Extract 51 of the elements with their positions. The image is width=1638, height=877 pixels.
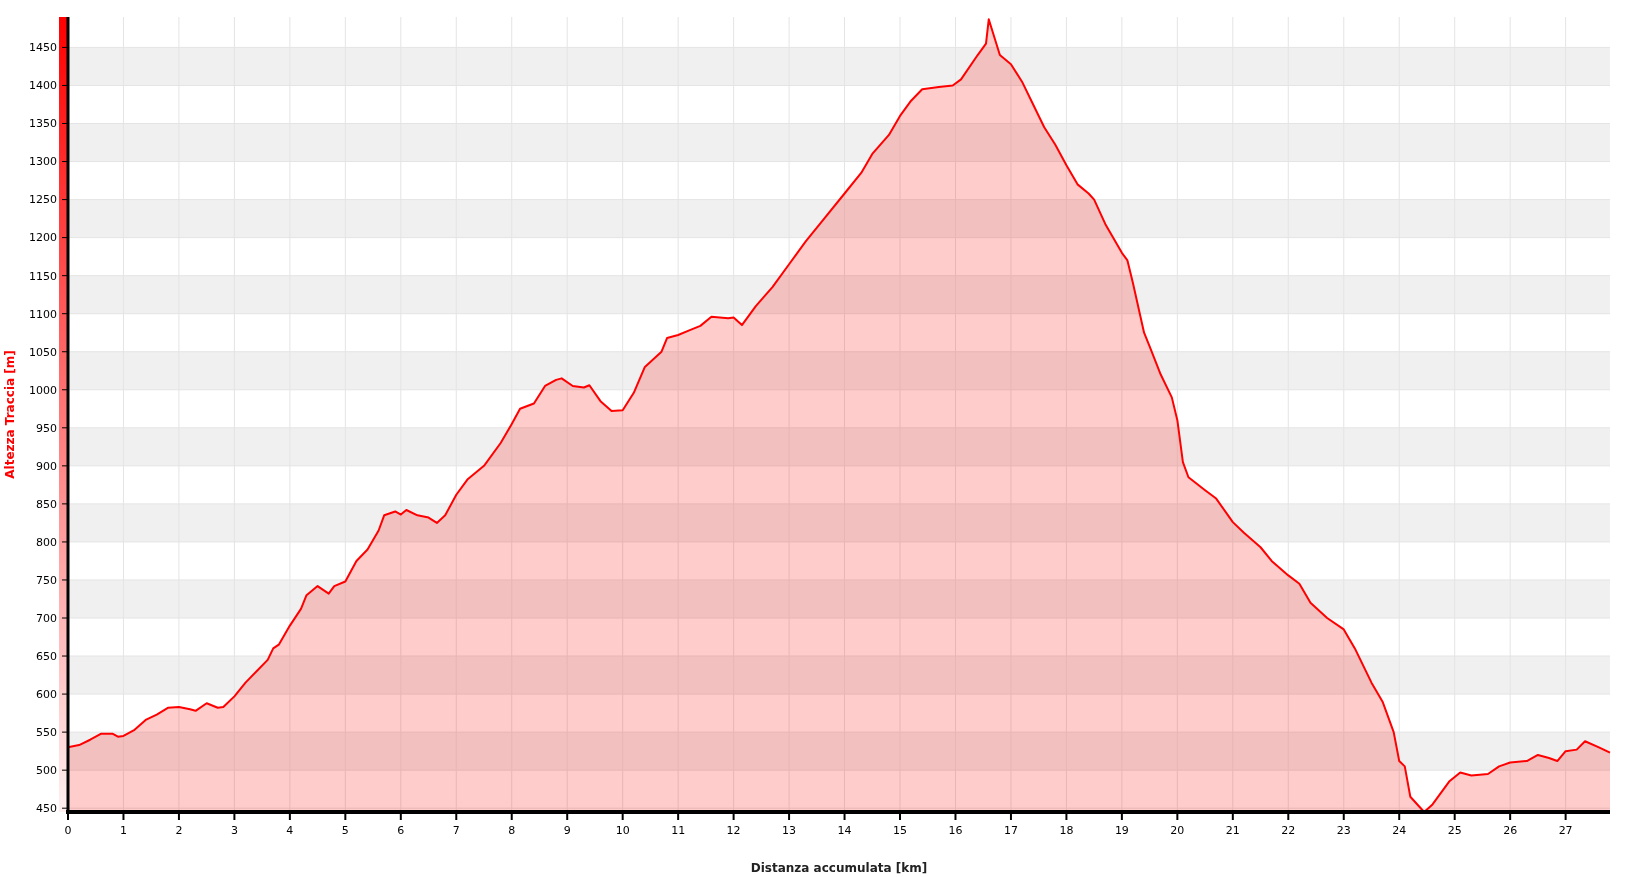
x-tick-label: 14 — [837, 824, 852, 837]
x-tick-label: 16 — [948, 824, 963, 837]
x-tick-label: 23 — [1336, 824, 1351, 837]
y-tick-label: 1400 — [29, 79, 57, 93]
x-tick-label: 17 — [1003, 824, 1018, 837]
y-tick-label: 1100 — [29, 307, 57, 321]
x-tick-label: 27 — [1558, 824, 1573, 837]
y-tick-label: 500 — [36, 764, 57, 778]
y-tick-label: 650 — [36, 649, 57, 663]
x-tick-label: 10 — [615, 824, 630, 837]
y-tick-label: 1250 — [29, 193, 57, 207]
x-tick-label: 22 — [1281, 824, 1296, 837]
x-axis-title: Distanza accumulata [km] — [750, 861, 928, 875]
x-tick-label: 5 — [341, 824, 349, 837]
x-tick-label: 24 — [1392, 824, 1407, 837]
x-tick-label: 21 — [1225, 824, 1240, 837]
y-tick-label: 600 — [36, 687, 57, 701]
y-tick-label: 1300 — [29, 155, 57, 169]
x-tick-label: 1 — [119, 824, 127, 837]
y-tick-label: 1200 — [29, 231, 57, 245]
x-tick-label: 20 — [1170, 824, 1185, 837]
x-tick-label: 25 — [1447, 824, 1462, 837]
x-tick-label: 6 — [397, 824, 405, 837]
x-tick-label: 15 — [893, 824, 908, 837]
x-tick-label: 2 — [175, 824, 183, 837]
y-tick-label: 700 — [36, 611, 57, 625]
x-tick-label: 12 — [726, 824, 741, 837]
x-tick-label: 4 — [286, 824, 294, 837]
x-tick-label: 19 — [1114, 824, 1129, 837]
y-tick-label: 800 — [36, 535, 57, 549]
x-tick-label: 8 — [508, 824, 516, 837]
x-tick-label: 0 — [64, 824, 72, 837]
x-tick-label: 13 — [782, 824, 797, 837]
y-tick-label: 850 — [36, 497, 57, 511]
y-tick-label: 750 — [36, 573, 57, 587]
x-tick-label: 11 — [671, 824, 686, 837]
y-tick-label: 1000 — [29, 383, 57, 397]
x-tick-label: 18 — [1059, 824, 1074, 837]
y-tick-label: 950 — [36, 421, 57, 435]
y-tick-label: 450 — [36, 802, 57, 816]
x-tick-label: 26 — [1503, 824, 1518, 837]
x-tick-label: 3 — [230, 824, 238, 837]
y-tick-label: 550 — [36, 725, 57, 739]
y-axis-title: Altezza Traccia [m] — [3, 350, 17, 479]
y-tick-label: 1350 — [29, 117, 57, 131]
x-tick-label: 7 — [452, 824, 460, 837]
y-tick-label: 1450 — [29, 41, 57, 55]
y-tick-label: 1150 — [29, 269, 57, 283]
x-tick-label: 9 — [563, 824, 571, 837]
y-tick-label: 900 — [36, 459, 57, 473]
y-tick-label: 1050 — [29, 345, 57, 359]
